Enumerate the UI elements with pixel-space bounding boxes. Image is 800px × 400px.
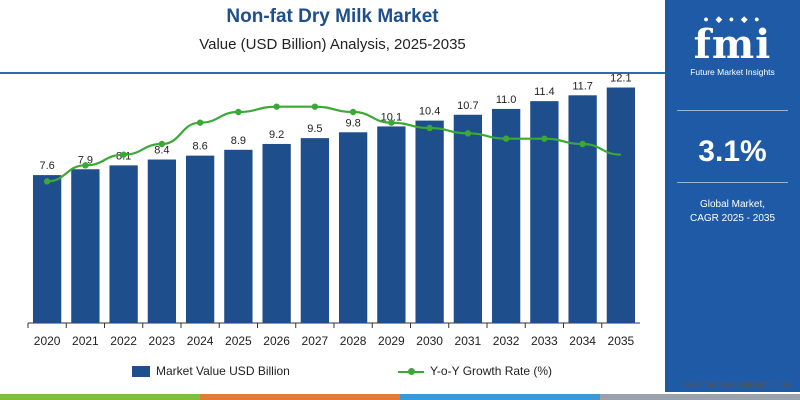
bar-value-label-2026: 9.2	[269, 129, 284, 141]
growth-point-2033	[541, 135, 548, 142]
growth-point-2026	[273, 103, 280, 110]
x-tick-label-2031: 2031	[455, 334, 482, 348]
bar-value-label-2028: 9.8	[345, 117, 360, 129]
growth-point-2028	[349, 108, 357, 116]
bar-value-label-2032: 11.0	[496, 94, 517, 106]
growth-point-2025	[235, 108, 242, 116]
footer-strip-segment	[0, 394, 200, 400]
bar-2020	[32, 175, 62, 323]
legend-label-growth-rate: Y-o-Y Growth Rate (%)	[430, 364, 553, 378]
growth-point-2020	[43, 178, 51, 185]
growth-point-2030	[426, 124, 433, 132]
source-url: www.futuremarketinsights.com	[683, 380, 792, 389]
bar-value-label-2023: 8.4	[154, 145, 169, 157]
legend: Market Value USD Billion Y-o-Y Growth Ra…	[0, 362, 665, 382]
cagr-label: Global Market, CAGR 2025 - 2035	[665, 198, 800, 226]
logo-subtitle: Future Market Insights	[690, 67, 775, 77]
cagr-value: 3.1%	[698, 135, 767, 168]
bar-2031	[453, 114, 483, 323]
x-tick-label-2025: 2025	[225, 334, 252, 348]
bar-2026	[262, 143, 291, 323]
logo-wordmark: fmi	[693, 21, 772, 68]
growth-point-2031	[464, 130, 472, 137]
bar-2021	[71, 169, 100, 323]
x-tick-label-2020: 2020	[34, 334, 61, 348]
x-tick-label-2030: 2030	[416, 334, 443, 348]
sidebar-panel: ● ◆ ● ◆ ● fmi Future Market Insights 3.1…	[665, 0, 800, 392]
x-tick-label-2034: 2034	[569, 334, 596, 348]
x-tick-label-2033: 2033	[531, 334, 558, 348]
bar-value-label-2027: 9.5	[307, 123, 322, 135]
growth-line-series	[43, 103, 621, 185]
footer-strip-segment	[600, 394, 800, 400]
bar-value-label-2024: 8.6	[192, 141, 207, 153]
legend-label-market-value: Market Value USD Billion	[156, 364, 290, 378]
growth-point-2022	[120, 151, 127, 158]
growth-point-2024	[196, 119, 204, 126]
bar-2027	[300, 138, 330, 323]
bar-value-label-2030: 10.4	[419, 106, 440, 118]
footer-color-strip	[0, 394, 800, 400]
footer-strip-segment	[400, 394, 600, 400]
bar-2032	[491, 108, 521, 323]
growth-rate-line	[47, 105, 621, 183]
x-tick-label-2024: 2024	[187, 334, 214, 348]
bar-value-label-2029: 10.1	[381, 111, 402, 123]
bar-value-label-2021: 7.9	[78, 154, 93, 166]
fmi-logo: ● ◆ ● ◆ ● fmi Future Market Insights	[665, 14, 800, 77]
growth-point-2027	[311, 103, 319, 110]
logo-icons: ● ◆ ● ◆ ●	[703, 14, 762, 24]
x-tick-label-2029: 2029	[378, 334, 405, 348]
bar-value-label-2020: 7.6	[39, 160, 54, 172]
x-tick-label-2023: 2023	[149, 334, 176, 348]
growth-point-2034	[579, 140, 586, 148]
bar-value-label-2031: 10.7	[457, 100, 478, 112]
growth-point-2032	[502, 135, 510, 142]
title-divider	[0, 72, 665, 74]
legend-line-swatch	[398, 366, 424, 377]
chart-subtitle: Value (USD Billion) Analysis, 2025-2035	[199, 36, 466, 53]
x-tick-label-2028: 2028	[340, 334, 367, 348]
legend-item-market-value: Market Value USD Billion	[132, 364, 290, 378]
bar-2024	[185, 155, 215, 323]
bar-2035	[606, 87, 636, 323]
footer-strip-segment	[200, 394, 400, 400]
growth-point-2023	[158, 140, 166, 148]
x-tick-label-2021: 2021	[72, 334, 99, 348]
cagr-label-line1: Global Market,	[699, 199, 766, 210]
bar-series	[32, 87, 636, 323]
bar-2034	[568, 95, 597, 323]
combo-chart: 7.67.98.18.48.68.99.29.59.810.110.410.71…	[27, 73, 640, 348]
sidebar-divider-bottom	[677, 182, 788, 183]
x-tick-label-2026: 2026	[263, 334, 290, 348]
x-axis-ticks: 2020 2021 2022 2023 2024 2025 2026 2027 2028 2029…	[27, 323, 635, 348]
bar-2025	[224, 149, 253, 323]
sidebar-divider-top	[677, 110, 788, 111]
x-tick-label-2022: 2022	[110, 334, 137, 348]
legend-item-growth-rate: Y-o-Y Growth Rate (%)	[398, 364, 552, 378]
x-tick-label-2032: 2032	[493, 334, 520, 348]
bar-value-label-2035: 12.1	[610, 73, 631, 85]
bar-value-label-2025: 8.9	[231, 135, 246, 147]
bar-2028	[338, 132, 368, 323]
bar-2030	[415, 120, 444, 323]
bar-value-label-2033: 11.4	[534, 86, 555, 98]
cagr-label-line2: CAGR 2025 - 2035	[689, 213, 776, 224]
chart-title: Non-fat Dry Milk Market	[226, 6, 439, 27]
bar-2033	[530, 101, 559, 323]
bar-2022	[109, 165, 138, 323]
chart-area: Non-fat Dry Milk Market Value (USD Billi…	[0, 6, 665, 382]
bar-value-label-2034: 11.7	[572, 80, 593, 92]
bar-2023	[147, 159, 177, 323]
bar-2029	[377, 126, 406, 323]
legend-bar-swatch	[132, 365, 150, 377]
x-tick-label-2035: 2035	[608, 334, 635, 348]
growth-point-2029	[388, 119, 395, 126]
growth-point-2021	[82, 162, 89, 169]
x-tick-label-2027: 2027	[302, 334, 329, 348]
